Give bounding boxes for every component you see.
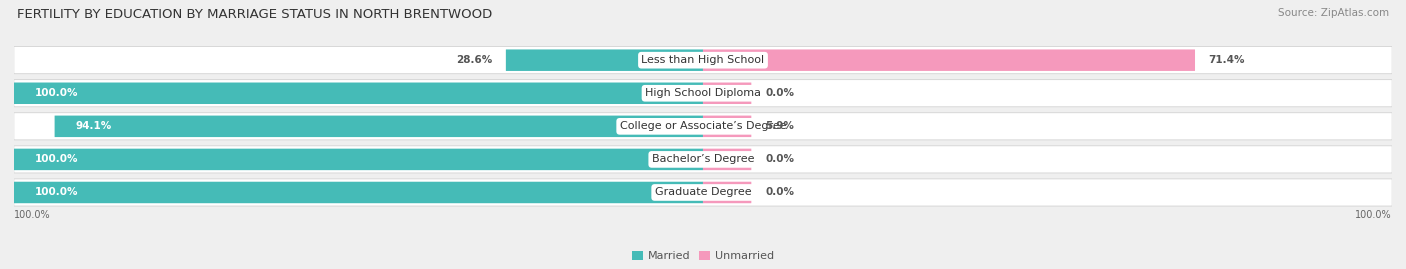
Text: College or Associate’s Degree: College or Associate’s Degree — [620, 121, 786, 131]
FancyBboxPatch shape — [703, 49, 1195, 71]
FancyBboxPatch shape — [14, 179, 1392, 206]
Text: Less than High School: Less than High School — [641, 55, 765, 65]
FancyBboxPatch shape — [703, 182, 751, 203]
Text: 0.0%: 0.0% — [765, 154, 794, 164]
Text: 5.9%: 5.9% — [765, 121, 794, 131]
Text: 71.4%: 71.4% — [1209, 55, 1246, 65]
FancyBboxPatch shape — [703, 116, 751, 137]
Text: 100.0%: 100.0% — [1355, 210, 1392, 220]
FancyBboxPatch shape — [14, 47, 1392, 74]
FancyBboxPatch shape — [506, 49, 703, 71]
Text: 94.1%: 94.1% — [76, 121, 111, 131]
FancyBboxPatch shape — [703, 83, 751, 104]
FancyBboxPatch shape — [14, 182, 703, 203]
Legend: Married, Unmarried: Married, Unmarried — [627, 246, 779, 266]
FancyBboxPatch shape — [14, 149, 703, 170]
Text: 100.0%: 100.0% — [35, 88, 79, 98]
Text: 100.0%: 100.0% — [14, 210, 51, 220]
Text: 0.0%: 0.0% — [765, 187, 794, 197]
Text: Graduate Degree: Graduate Degree — [655, 187, 751, 197]
FancyBboxPatch shape — [14, 113, 1392, 140]
Text: Source: ZipAtlas.com: Source: ZipAtlas.com — [1278, 8, 1389, 18]
Text: 100.0%: 100.0% — [35, 187, 79, 197]
Text: High School Diploma: High School Diploma — [645, 88, 761, 98]
FancyBboxPatch shape — [703, 149, 751, 170]
FancyBboxPatch shape — [14, 146, 1392, 173]
Text: FERTILITY BY EDUCATION BY MARRIAGE STATUS IN NORTH BRENTWOOD: FERTILITY BY EDUCATION BY MARRIAGE STATU… — [17, 8, 492, 21]
Text: 100.0%: 100.0% — [35, 154, 79, 164]
FancyBboxPatch shape — [55, 116, 703, 137]
Text: Bachelor’s Degree: Bachelor’s Degree — [652, 154, 754, 164]
FancyBboxPatch shape — [14, 80, 1392, 107]
Text: 28.6%: 28.6% — [456, 55, 492, 65]
Text: 0.0%: 0.0% — [765, 88, 794, 98]
FancyBboxPatch shape — [14, 83, 703, 104]
